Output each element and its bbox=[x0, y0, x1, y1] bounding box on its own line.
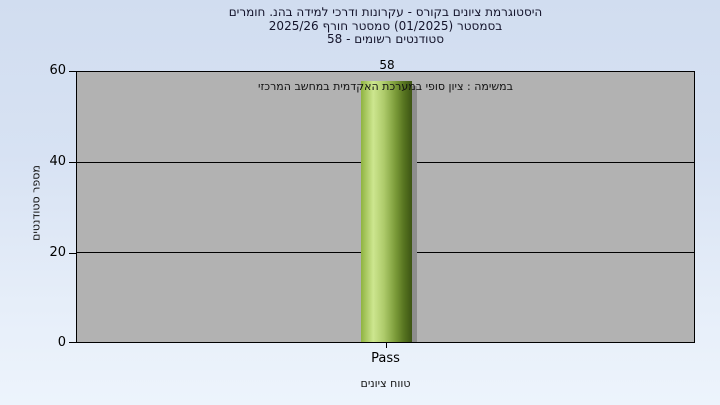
y-axis-title: מספר סטודנטים bbox=[29, 165, 43, 241]
y-tick-label-20: 20 bbox=[49, 245, 66, 260]
x-category-label-pass: Pass bbox=[371, 351, 400, 366]
y-tick-label-40: 40 bbox=[49, 154, 66, 169]
chart-annotation: במשימה : ציון סופי במערכת האקדמית במחשב … bbox=[258, 80, 513, 93]
chart-title-line-1: היסטוגרמת ציונים בקורס - עקרונות ודרכי ל… bbox=[228, 5, 543, 19]
bar-pass bbox=[361, 81, 417, 342]
y-tick-mark-20 bbox=[69, 253, 76, 254]
plot-area: 58 במשימה : ציון סופי במערכת האקדמית במח… bbox=[76, 58, 695, 348]
chart-title: היסטוגרמת ציונים בקורס - עקרונות ודרכי ל… bbox=[76, 5, 695, 47]
bar-value-label: 58 bbox=[379, 58, 395, 72]
y-tick-label-0: 0 bbox=[57, 335, 66, 350]
x-tick-mark-pass bbox=[386, 343, 387, 348]
x-axis-title: טווח ציונים bbox=[360, 377, 411, 390]
chart-title-line-2: בסמסטר (01/2025) סמסטר חורף 2025/26 bbox=[268, 18, 503, 33]
y-tick-label-60: 60 bbox=[49, 63, 66, 78]
y-tick-mark-0 bbox=[69, 342, 76, 343]
y-tick-mark-60 bbox=[69, 71, 76, 72]
y-tick-mark-40 bbox=[69, 162, 76, 163]
chart-title-line-3: סטודנטים רשומים - 58 bbox=[326, 32, 445, 46]
